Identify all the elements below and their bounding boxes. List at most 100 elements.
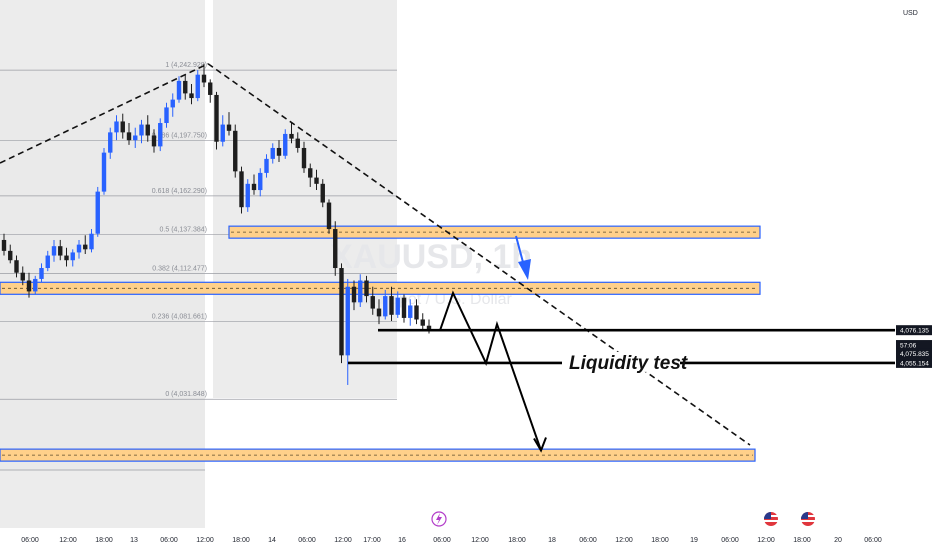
- us-flag-icon[interactable]: [801, 512, 815, 526]
- time-tick-label[interactable]: 06:00: [21, 537, 39, 544]
- candle-body[interactable]: [189, 93, 194, 99]
- lightning-icon[interactable]: [431, 511, 447, 527]
- time-tick-label[interactable]: 18:00: [95, 537, 113, 544]
- candle-body[interactable]: [158, 123, 163, 147]
- candle-body[interactable]: [95, 191, 100, 234]
- time-tick-label[interactable]: 06:00: [433, 537, 451, 544]
- candle-body[interactable]: [76, 244, 82, 253]
- candle-body[interactable]: [195, 74, 200, 99]
- candle-body[interactable]: [264, 158, 269, 173]
- candle-body[interactable]: [26, 280, 32, 292]
- candle-body[interactable]: [295, 138, 300, 148]
- supply-demand-zone[interactable]: [0, 448, 756, 462]
- candle-body[interactable]: [114, 121, 119, 133]
- candle-body[interactable]: [45, 255, 50, 269]
- candle-body[interactable]: [301, 147, 307, 169]
- candle-body[interactable]: [339, 268, 344, 356]
- time-tick-label[interactable]: 12:00: [757, 537, 775, 544]
- time-tick-label[interactable]: 17:00: [363, 537, 381, 544]
- candle-body[interactable]: [320, 183, 325, 203]
- price-badge[interactable]: [896, 340, 932, 351]
- candle-body[interactable]: [145, 124, 150, 136]
- candle-body[interactable]: [233, 130, 238, 172]
- candle-body[interactable]: [245, 183, 250, 208]
- candle-body[interactable]: [358, 280, 363, 303]
- candle-body[interactable]: [370, 296, 375, 309]
- candle-body[interactable]: [139, 124, 144, 136]
- candle-body[interactable]: [376, 308, 382, 317]
- price-axis-bg[interactable]: [895, 0, 932, 528]
- time-tick-label[interactable]: 18:00: [508, 537, 526, 544]
- supply-demand-zone[interactable]: [228, 225, 761, 239]
- time-tick-label[interactable]: 12:00: [471, 537, 489, 544]
- time-tick-label[interactable]: 18:00: [232, 537, 250, 544]
- candle-body[interactable]: [383, 296, 388, 317]
- candle-body[interactable]: [364, 280, 369, 297]
- candle-body[interactable]: [89, 233, 94, 250]
- time-tick-label[interactable]: 06:00: [864, 537, 882, 544]
- candle-body[interactable]: [183, 80, 188, 94]
- time-tick-label[interactable]: 12:00: [615, 537, 633, 544]
- time-tick-label[interactable]: 06:00: [160, 537, 178, 544]
- candle-body[interactable]: [20, 272, 25, 281]
- candle-body[interactable]: [51, 246, 57, 256]
- candle-body[interactable]: [251, 183, 257, 191]
- candle-body[interactable]: [70, 252, 75, 261]
- time-tick-label[interactable]: 14: [268, 537, 276, 544]
- candle-body[interactable]: [214, 94, 219, 142]
- time-tick-label[interactable]: 06:00: [579, 537, 597, 544]
- candle-body[interactable]: [395, 297, 400, 315]
- candle-body[interactable]: [326, 202, 332, 230]
- trendline-down[interactable]: [207, 63, 751, 446]
- candle-body[interactable]: [314, 177, 319, 184]
- projected-path[interactable]: [439, 290, 542, 451]
- time-tick-label[interactable]: 06:00: [298, 537, 316, 544]
- candle-body[interactable]: [14, 260, 19, 273]
- candle-body[interactable]: [270, 147, 275, 159]
- candle-body[interactable]: [414, 305, 419, 320]
- price-badge[interactable]: [896, 325, 932, 336]
- candle-body[interactable]: [208, 82, 213, 95]
- blue-arrow-head[interactable]: [518, 259, 531, 280]
- candle-body[interactable]: [426, 325, 432, 331]
- candle-body[interactable]: [164, 107, 169, 124]
- candle-body[interactable]: [401, 297, 407, 318]
- time-tick-label[interactable]: 18: [548, 537, 556, 544]
- time-axis-bg[interactable]: [0, 528, 932, 550]
- candle-body[interactable]: [108, 132, 113, 153]
- time-tick-label[interactable]: 16: [398, 537, 406, 544]
- candle-body[interactable]: [170, 99, 175, 108]
- time-tick-label[interactable]: 06:00: [721, 537, 739, 544]
- candle-body[interactable]: [151, 135, 157, 147]
- candle-body[interactable]: [8, 250, 13, 261]
- us-flag-icon[interactable]: [764, 512, 778, 526]
- candle-body[interactable]: [408, 305, 413, 318]
- candle-body[interactable]: [308, 168, 313, 178]
- candle-body[interactable]: [176, 80, 182, 100]
- time-tick-label[interactable]: 13: [130, 537, 138, 544]
- candle-body[interactable]: [133, 135, 138, 141]
- time-tick-label[interactable]: 12:00: [196, 537, 214, 544]
- candle-body[interactable]: [283, 133, 288, 156]
- candle-body[interactable]: [239, 171, 244, 208]
- candle-body[interactable]: [83, 244, 88, 250]
- trendline-up[interactable]: [0, 63, 209, 164]
- candle-body[interactable]: [58, 246, 63, 256]
- candle-body[interactable]: [120, 121, 125, 133]
- projected-arrow-head[interactable]: [533, 437, 547, 453]
- candle-body[interactable]: [289, 133, 294, 139]
- price-badge[interactable]: [896, 348, 932, 359]
- time-tick-label[interactable]: 19: [690, 537, 698, 544]
- candle-body[interactable]: [226, 124, 232, 131]
- time-tick-label[interactable]: 18:00: [793, 537, 811, 544]
- time-tick-label[interactable]: 18:00: [651, 537, 669, 544]
- candle-body[interactable]: [126, 132, 132, 141]
- candle-body[interactable]: [33, 278, 38, 292]
- candle-body[interactable]: [345, 286, 350, 356]
- candle-body[interactable]: [276, 147, 282, 156]
- candle-body[interactable]: [220, 124, 225, 142]
- candle-body[interactable]: [39, 268, 44, 279]
- liquidity-test-label[interactable]: Liquidity test: [569, 353, 688, 374]
